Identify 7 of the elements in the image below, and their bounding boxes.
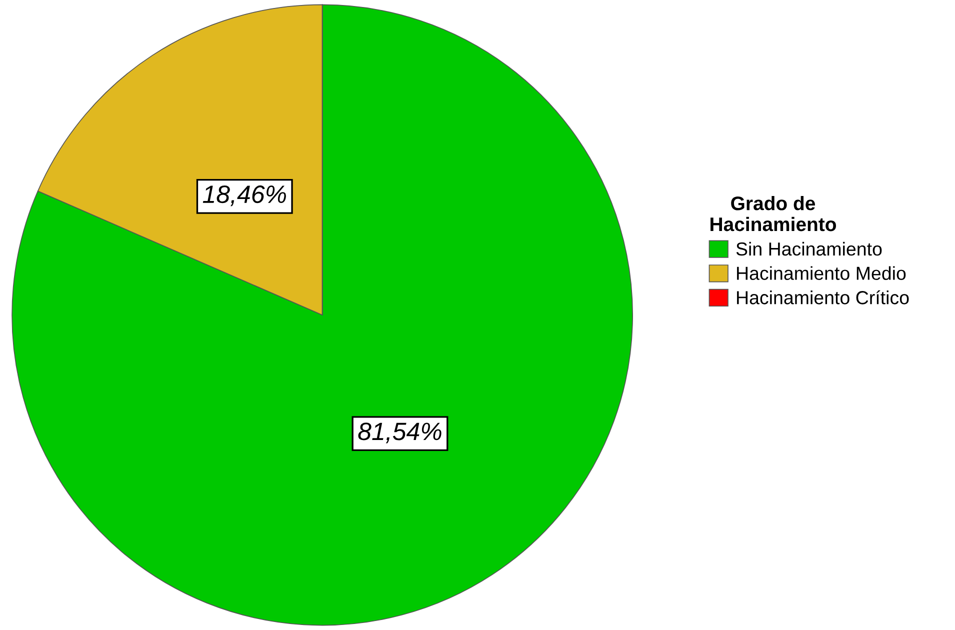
legend-title: Grado de Hacinamiento [710, 196, 836, 232]
legend-label: Hacinamiento Medio [737, 266, 906, 280]
data-label: 18,46% [202, 185, 286, 206]
data-label: 81,54% [358, 422, 442, 444]
pie-slice [12, 4, 634, 626]
legend-label: Sin Hacinamiento [736, 242, 882, 256]
legend-label: Hacinamiento Crítico [737, 290, 909, 304]
